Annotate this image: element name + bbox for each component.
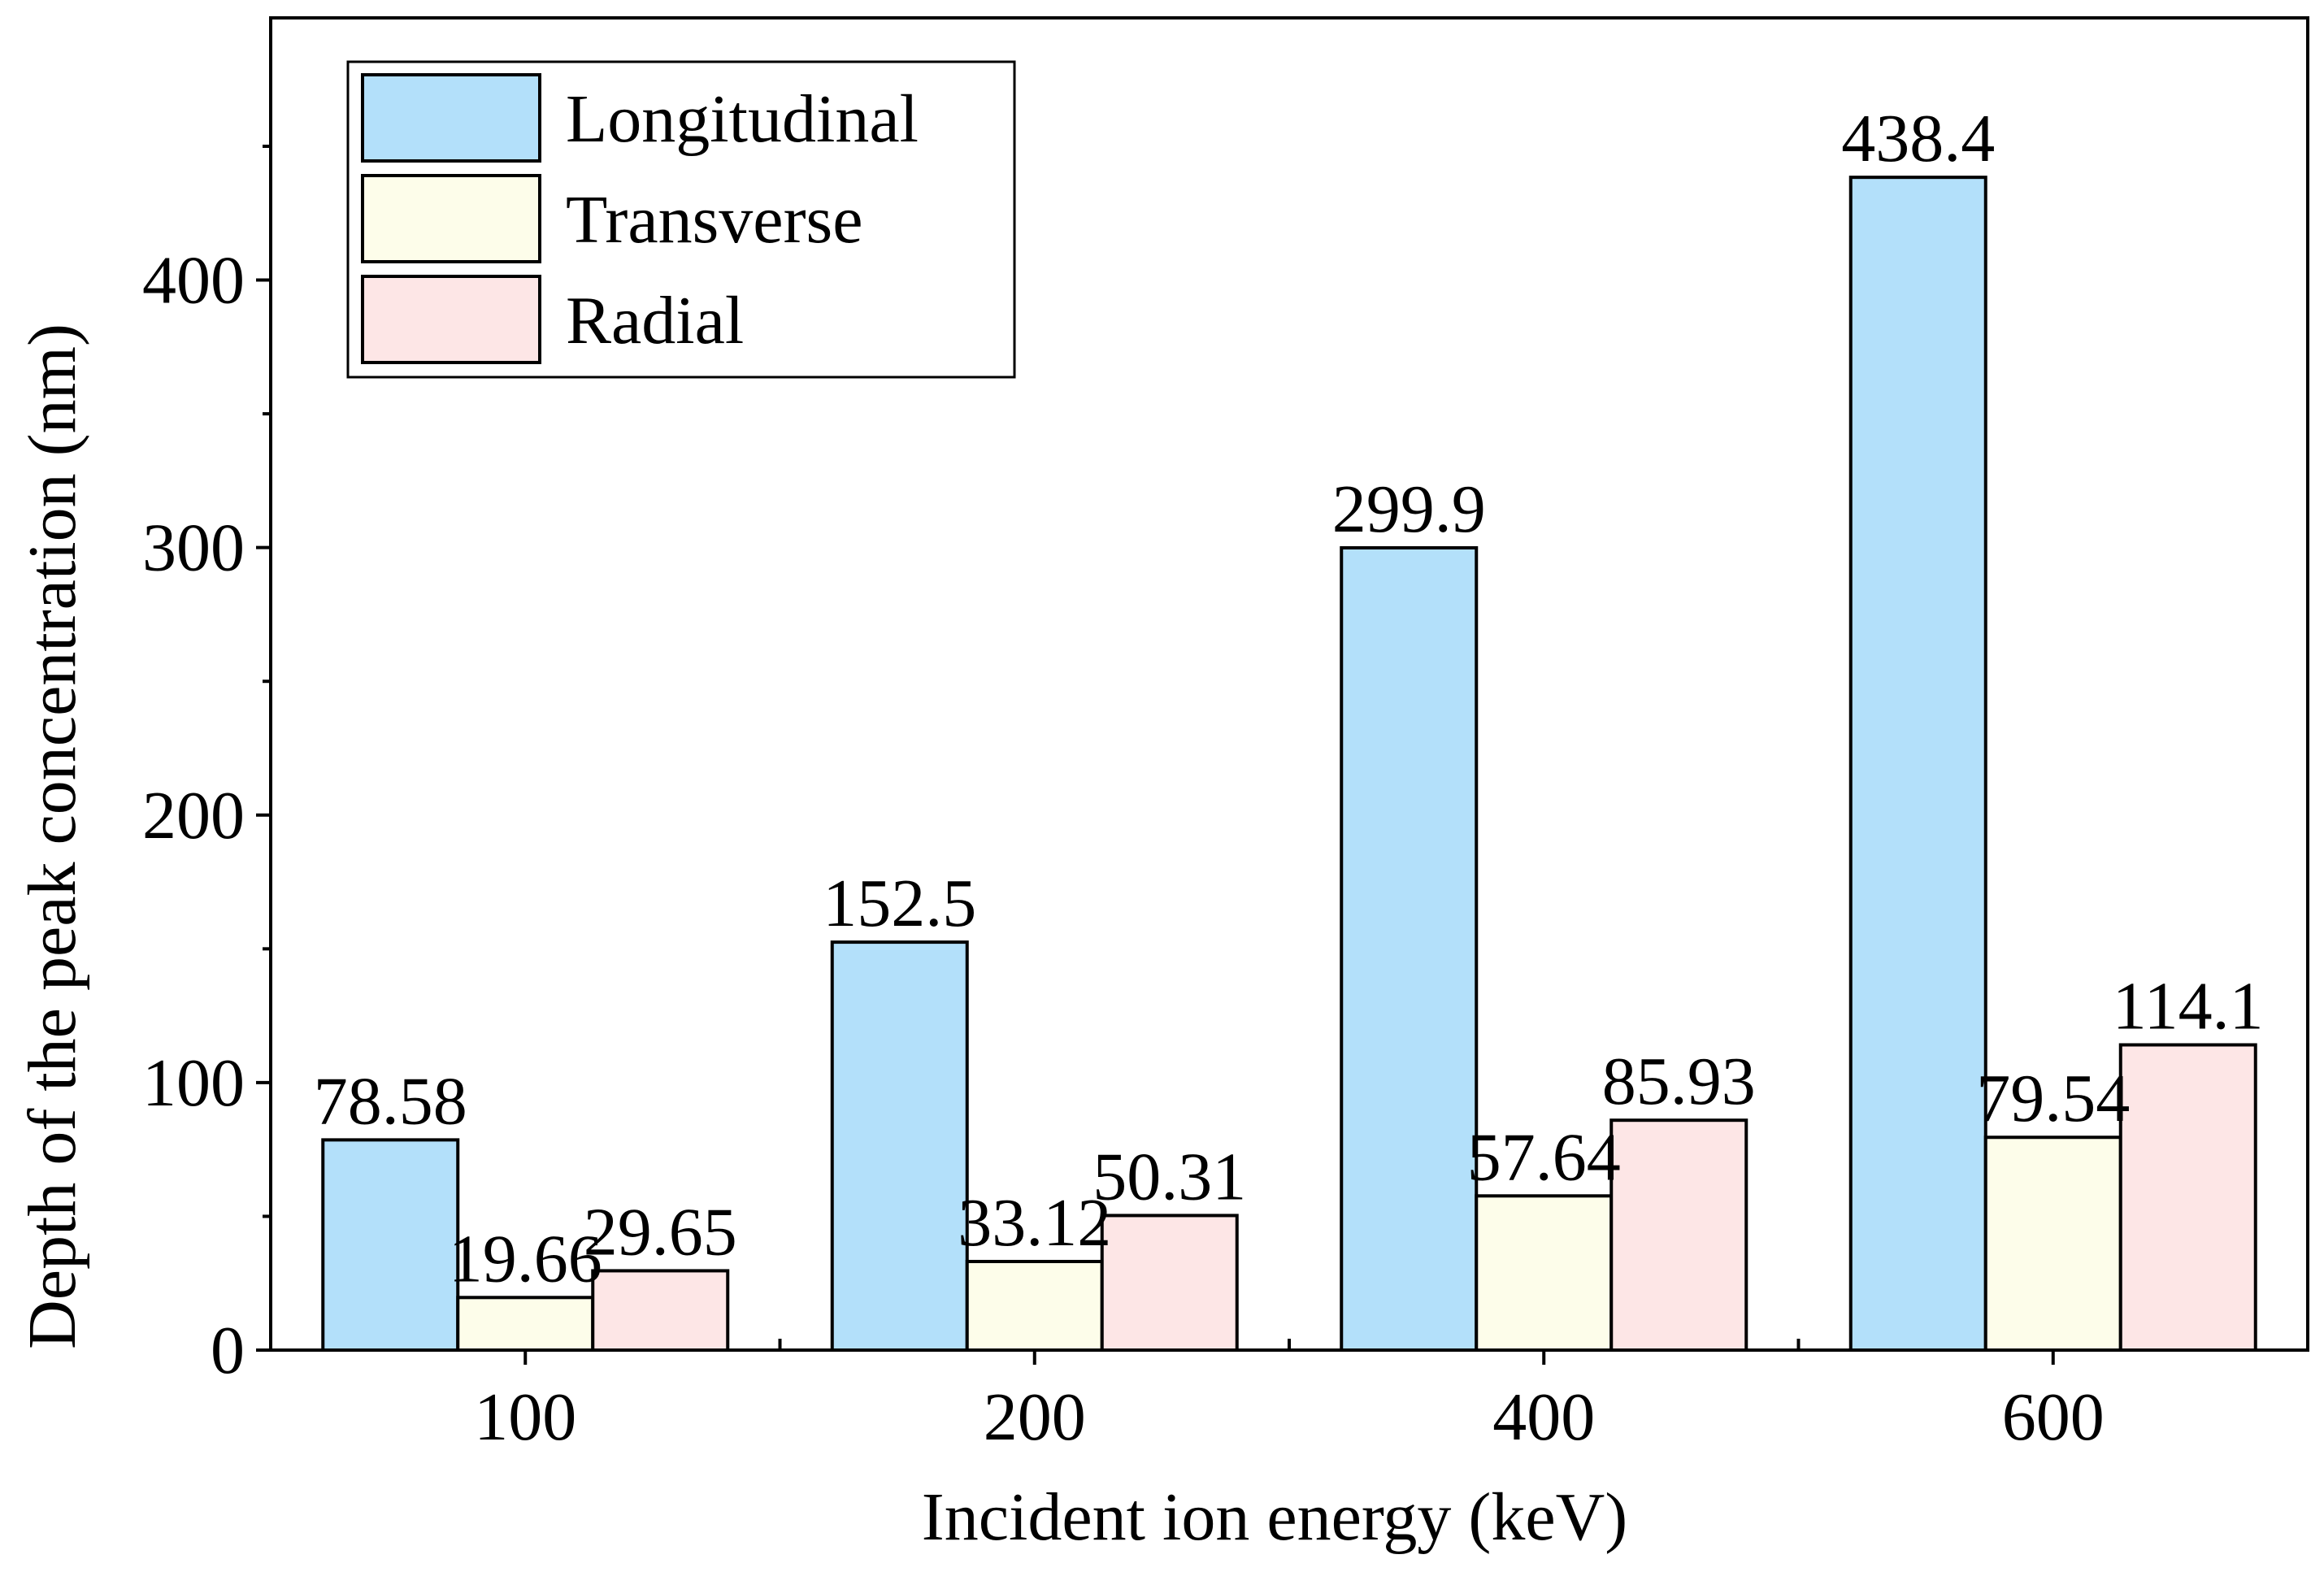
bars-group	[321, 176, 2257, 1353]
legend-swatch-longitudinal	[361, 73, 541, 163]
bar-transverse-400	[1475, 1194, 1614, 1352]
bar-radial-200	[1100, 1214, 1239, 1352]
legend-swatch-transverse	[361, 174, 541, 263]
legend-label-transverse: Transverse	[566, 182, 863, 258]
value-label-longitudinal-100: 78.58	[314, 1063, 467, 1139]
bar-longitudinal-200	[830, 940, 969, 1353]
bar-longitudinal-600	[1848, 176, 1987, 1352]
x-tick-label: 600	[2002, 1379, 2105, 1455]
legend-label-longitudinal: Longitudinal	[566, 81, 919, 157]
y-tick-label: 0	[211, 1313, 245, 1388]
value-label-radial-100: 29.65	[584, 1194, 737, 1270]
value-label-transverse-100: 19.66	[449, 1221, 602, 1296]
ticks-group: 0 100 200 300 400 100 200 400 600	[142, 144, 2105, 1455]
y-tick-label: 400	[142, 243, 245, 319]
bar-radial-600	[2118, 1043, 2257, 1353]
y-axis-title: Depth of the peak concentration (nm)	[15, 324, 90, 1349]
bar-longitudinal-400	[1340, 545, 1479, 1352]
legend-swatch-radial	[361, 275, 541, 364]
value-label-longitudinal-400: 299.9	[1332, 471, 1486, 547]
legend-label-radial: Radial	[566, 283, 744, 358]
x-tick-label: 200	[984, 1379, 1086, 1455]
bar-transverse-100	[456, 1296, 595, 1352]
value-label-longitudinal-200: 152.5	[823, 866, 976, 941]
value-label-transverse-400: 57.64	[1467, 1119, 1621, 1195]
y-tick-label: 200	[142, 778, 245, 853]
x-tick-label: 400	[1492, 1379, 1595, 1455]
bar-transverse-200	[965, 1259, 1104, 1352]
value-label-transverse-600: 79.54	[1976, 1061, 2130, 1136]
y-tick-label: 300	[142, 510, 245, 586]
value-label-radial-400: 85.93	[1602, 1044, 1756, 1119]
y-tick-label: 100	[142, 1045, 245, 1121]
value-label-radial-200: 50.31	[1092, 1139, 1246, 1214]
bar-radial-400	[1609, 1118, 1748, 1352]
x-tick-label: 100	[474, 1379, 576, 1455]
bar-radial-100	[591, 1269, 730, 1353]
value-label-radial-600: 114.1	[2113, 968, 2264, 1044]
bar-longitudinal-100	[321, 1138, 460, 1352]
value-label-longitudinal-600: 438.4	[1841, 101, 1995, 176]
value-label-transverse-200: 33.12	[958, 1185, 1111, 1261]
legend: Longitudinal Transverse Radial	[346, 60, 1016, 379]
x-axis-title: Incident ion energy (keV)	[922, 1479, 1627, 1555]
bar-transverse-600	[1983, 1136, 2122, 1352]
